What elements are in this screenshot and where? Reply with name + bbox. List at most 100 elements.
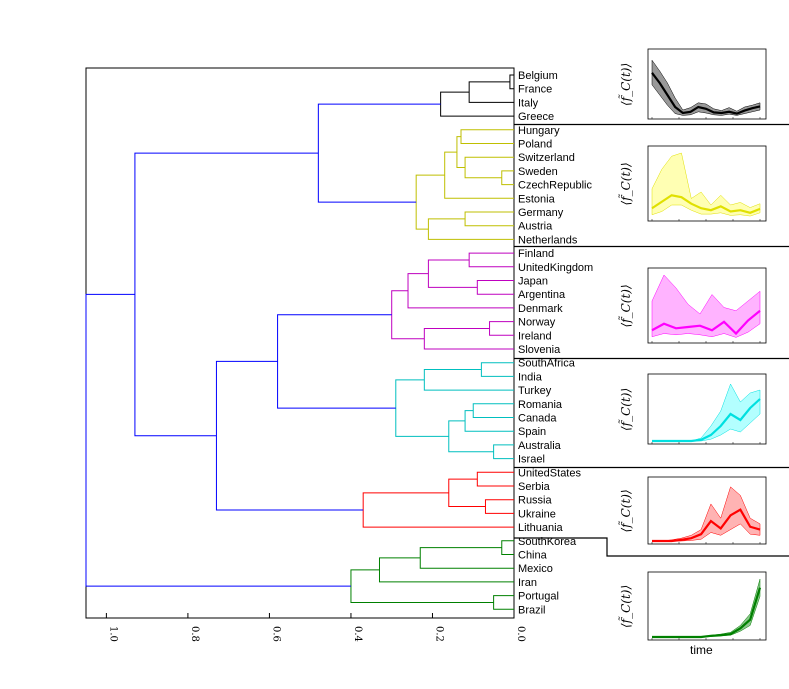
inset-ylabel: ⟨f̃_C(t)⟩ bbox=[617, 388, 633, 431]
inset-chart: ⟨f̃_C(t)⟩ bbox=[617, 48, 767, 120]
leaf-label: Austria bbox=[518, 221, 553, 233]
inset-chart: ⟨f̃_C(t)⟩ bbox=[617, 476, 767, 545]
leaf-label: Italy bbox=[518, 97, 539, 109]
dendrogram-link bbox=[419, 547, 514, 569]
x-tick-label: 0.8 bbox=[189, 626, 200, 642]
inset-ylabel: ⟨f̃_C(t)⟩ bbox=[617, 63, 633, 106]
dendrogram-link bbox=[378, 557, 514, 583]
dendrogram-link bbox=[464, 156, 514, 179]
dendrogram-link bbox=[440, 91, 514, 117]
inset-mean-line bbox=[652, 508, 761, 543]
leaf-label: Slovenia bbox=[518, 344, 561, 356]
dendrogram-link bbox=[444, 151, 514, 199]
x-tick-label: 0.0 bbox=[515, 626, 526, 642]
leaf-label: France bbox=[518, 84, 552, 96]
inset-band bbox=[651, 274, 761, 338]
dendrogram-link bbox=[427, 259, 478, 288]
cluster-separator bbox=[514, 537, 789, 557]
cluster-separators bbox=[514, 123, 789, 557]
leaf-label: SouthAfrica bbox=[518, 358, 576, 370]
inset-ylabel: ⟨f̃_C(t)⟩ bbox=[617, 585, 633, 628]
dendrogram-link bbox=[501, 170, 514, 186]
dendrogram-link bbox=[489, 321, 514, 336]
leaf-label: Japan bbox=[518, 276, 548, 288]
dendrogram-link bbox=[480, 362, 514, 377]
leaf-label: Mexico bbox=[518, 563, 553, 575]
leaf-label: Ukraine bbox=[518, 508, 556, 520]
leaf-label: India bbox=[518, 371, 543, 383]
dendrogram-link bbox=[476, 471, 514, 487]
plot-frame bbox=[85, 67, 515, 619]
leaf-label: Norway bbox=[518, 317, 556, 329]
leaf-label: Finland bbox=[518, 248, 554, 260]
inset-xlabel: time bbox=[690, 643, 713, 657]
dendrogram-link bbox=[277, 314, 396, 409]
leaf-label: UnitedStates bbox=[518, 467, 581, 479]
dendrogram-link bbox=[448, 478, 486, 508]
leaf-label: Belgium bbox=[518, 70, 558, 82]
inset-chart: ⟨f̃_C(t)⟩ bbox=[617, 571, 767, 641]
leaf-label: Poland bbox=[518, 139, 552, 151]
dendrogram-link bbox=[484, 499, 514, 514]
dendrogram-link bbox=[395, 379, 449, 437]
leaf-label: SouthKorea bbox=[518, 536, 577, 548]
dendrogram-link bbox=[423, 369, 514, 391]
inset-ylabel: ⟨f̃_C(t)⟩ bbox=[617, 284, 633, 327]
dendrogram-link bbox=[362, 492, 514, 528]
dendrogram-link bbox=[317, 103, 441, 203]
leaf-label: Ireland bbox=[518, 330, 552, 342]
dendrogram-link bbox=[493, 595, 514, 610]
leaf-label: Spain bbox=[518, 426, 546, 438]
x-tick-label: 0.2 bbox=[433, 626, 444, 642]
dendrogram-link bbox=[509, 74, 514, 90]
leaf-label: Germany bbox=[518, 207, 564, 219]
dendrogram-link bbox=[350, 569, 494, 603]
dendrogram-link bbox=[460, 129, 514, 144]
leaf-label: UnitedKingdom bbox=[518, 262, 593, 274]
dendrogram-link bbox=[464, 211, 514, 227]
leaf-label: Canada bbox=[518, 413, 557, 425]
leaf-label: Lithuania bbox=[518, 522, 564, 534]
leaf-label: Iran bbox=[518, 577, 537, 589]
leaf-label: Israel bbox=[518, 454, 545, 466]
inset-chart: ⟨f̃_C(t)⟩ bbox=[617, 373, 767, 445]
leaf-label: Turkey bbox=[518, 385, 552, 397]
dendrogram-axes bbox=[85, 67, 515, 619]
dendrogram-link bbox=[501, 540, 514, 555]
dendrogram-link bbox=[415, 174, 445, 230]
dendrogram-link bbox=[134, 152, 319, 437]
leaf-label: Portugal bbox=[518, 591, 559, 603]
x-tick-label: 0.6 bbox=[270, 626, 281, 642]
dendrogram-link bbox=[448, 420, 494, 453]
leaf-label: Denmark bbox=[518, 303, 563, 315]
x-tick-label: 0.4 bbox=[352, 626, 363, 642]
leaf-label: Greece bbox=[518, 111, 554, 123]
dendrogram-link bbox=[493, 444, 514, 460]
dendrogram-link bbox=[423, 327, 514, 350]
x-tick-label: 1.0 bbox=[107, 626, 118, 642]
leaf-label: Australia bbox=[518, 440, 562, 452]
leaf-label: Switzerland bbox=[518, 152, 575, 164]
dendrogram-link bbox=[85, 293, 351, 587]
inset-ylabel: ⟨f̃_C(t)⟩ bbox=[617, 489, 633, 532]
dendrogram-link bbox=[468, 81, 514, 103]
inset-band bbox=[651, 152, 761, 217]
inset-mean-line bbox=[651, 72, 761, 115]
dendrogram-link bbox=[468, 252, 514, 268]
leaf-label: Netherlands bbox=[518, 234, 578, 246]
leaf-label: Brazil bbox=[518, 604, 546, 616]
leaf-label: Romania bbox=[518, 399, 563, 411]
leaf-label: Hungary bbox=[518, 125, 560, 137]
dendrogram-link bbox=[407, 273, 514, 309]
inset-chart: ⟨f̃_C(t)⟩ bbox=[617, 145, 767, 222]
inset-mean-line bbox=[652, 587, 762, 639]
inset-mean-line bbox=[651, 194, 761, 214]
dendrogram-links bbox=[85, 74, 514, 610]
leaf-label: Estonia bbox=[518, 193, 556, 205]
leaf-label: China bbox=[518, 550, 548, 562]
dendrogram-link bbox=[476, 280, 514, 295]
inset-mean-line bbox=[651, 309, 761, 336]
inset-ylabel: ⟨f̃_C(t)⟩ bbox=[617, 162, 633, 205]
